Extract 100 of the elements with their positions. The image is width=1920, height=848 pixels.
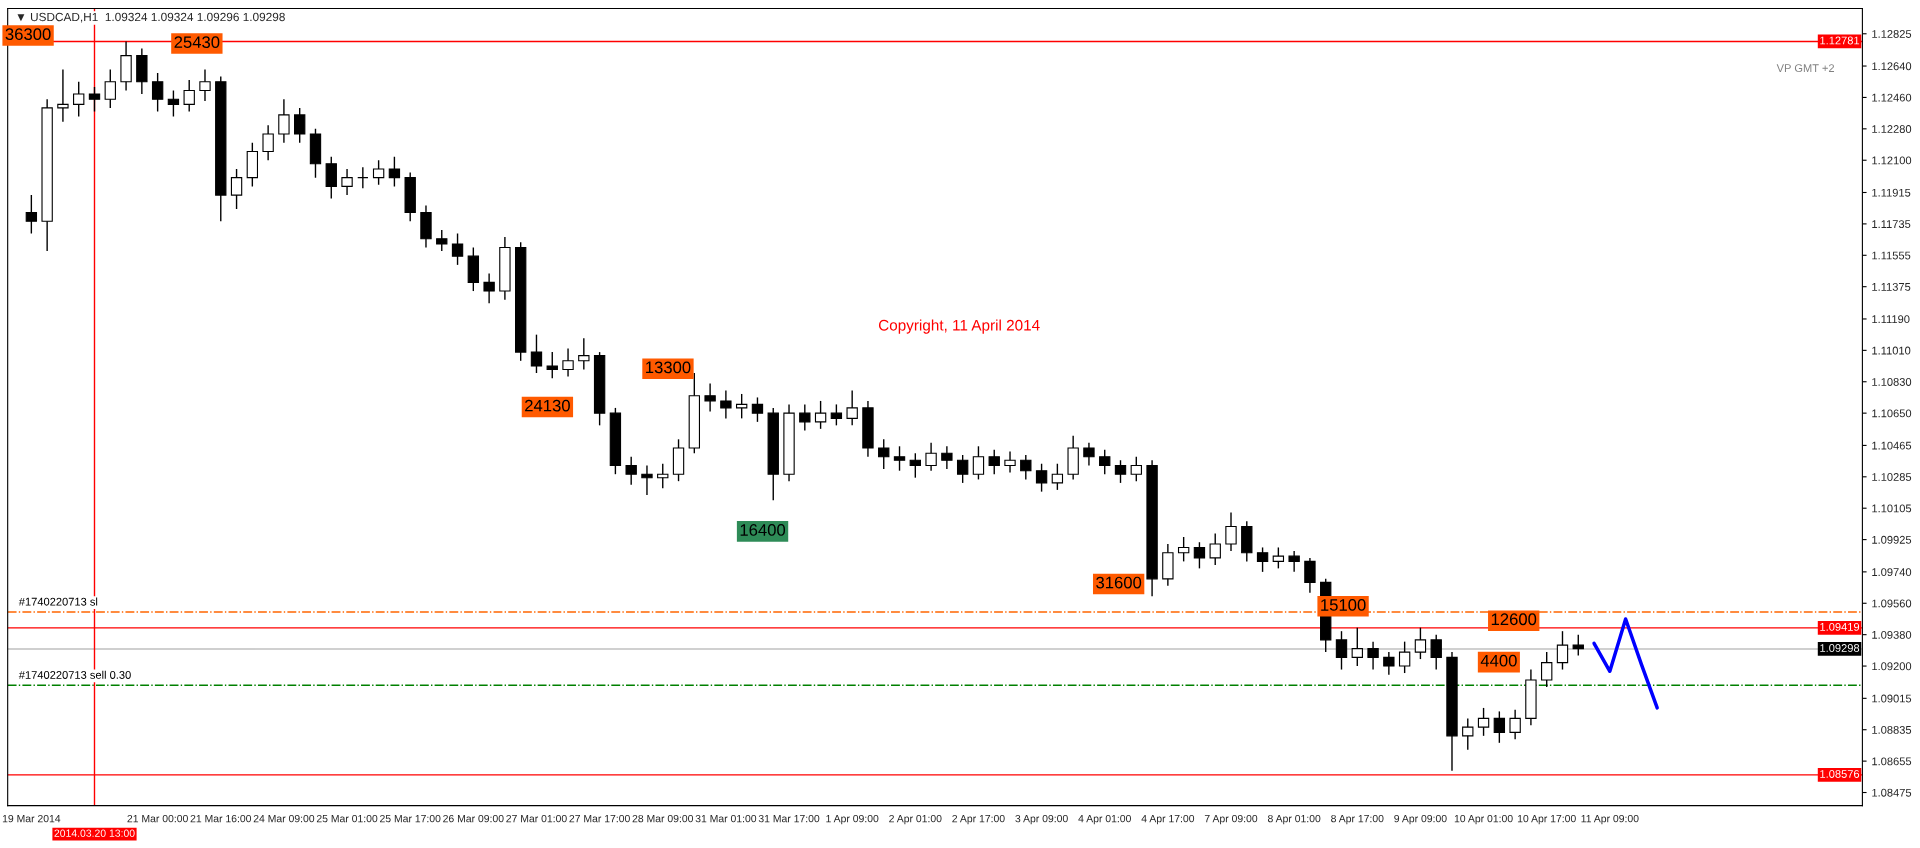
candlestick <box>878 438 890 470</box>
ref-line-label: 1.09298 <box>1820 644 1860 652</box>
candlestick <box>1209 532 1221 566</box>
line-series <box>1592 617 1659 710</box>
candlestick <box>25 194 38 235</box>
x-tick-label: 7 Apr 09:00 <box>1204 814 1258 825</box>
x-tick-label: 1 Apr 09:00 <box>826 814 879 825</box>
candlestick <box>73 81 85 118</box>
candlestick <box>925 442 937 472</box>
candlestick <box>956 454 969 484</box>
x-tick-label: 11 Apr 09:00 <box>1581 814 1639 825</box>
candlestick <box>1509 708 1521 741</box>
y-tick-label: 1.10465 <box>1872 441 1912 450</box>
annotation: 13300 <box>646 361 691 374</box>
y-tick-label: 1.11375 <box>1872 282 1911 291</box>
candlestick <box>546 351 558 379</box>
x-tick-label: 25 Mar 01:00 <box>316 814 378 823</box>
candlestick <box>1114 459 1127 484</box>
candlestick <box>341 168 353 196</box>
candlestick <box>909 452 921 479</box>
candlestick <box>893 445 906 472</box>
x-tick-label: 27 Mar 01:00 <box>506 814 567 823</box>
annotation: 16400 <box>740 524 786 536</box>
x-tick-label: 4 Apr 01:00 <box>1078 814 1131 825</box>
y-tick-label: 1.09380 <box>1872 630 1912 639</box>
annotation: 15100 <box>1321 598 1366 611</box>
chart-title: ▼ USDCAD,H1 1.09324 1.09324 1.09296 1.09298 <box>17 12 285 23</box>
x-tick-label: 25 Mar 17:00 <box>380 814 441 823</box>
candlestick <box>151 72 164 113</box>
annotation: VP GMT +2 <box>1776 64 1835 73</box>
candlestick <box>1099 449 1111 475</box>
candlestick <box>657 463 669 489</box>
x-tick-label: 31 Mar 01:00 <box>695 814 757 823</box>
candlestick <box>451 232 464 266</box>
candlestick <box>830 403 843 427</box>
y-tick-label: 1.10650 <box>1872 409 1912 418</box>
candlestick <box>436 229 448 252</box>
x-tick-label: 2 Apr 17:00 <box>952 814 1005 825</box>
x-tick-label: 24 Mar 09:00 <box>253 814 315 823</box>
ref-line-label: 1.09419 <box>1820 622 1860 631</box>
candlestick <box>1430 633 1442 671</box>
annotation: 24130 <box>525 399 570 412</box>
candlestick <box>1383 651 1395 676</box>
x-tick-label: 19 Mar 2014 <box>2 814 61 823</box>
y-tick-label: 1.12460 <box>1872 93 1912 102</box>
candlestick <box>625 456 637 486</box>
candlestick <box>88 86 101 113</box>
ref-line-label: 1.12781 <box>1820 36 1860 45</box>
candlestick <box>1572 633 1584 657</box>
candlestick <box>1193 541 1206 570</box>
candlestick <box>735 393 748 420</box>
y-tick-label: 1.10830 <box>1872 378 1912 386</box>
annotation: 4400 <box>1480 654 1517 667</box>
x-tick-label: 21 Mar 16:00 <box>190 814 252 823</box>
x-tick-label: 2 Apr 01:00 <box>889 814 942 825</box>
annotation: Copyright, 11 April 2014 <box>878 319 1040 334</box>
candlestick <box>357 166 369 189</box>
candlestick <box>578 337 590 371</box>
y-tick-label: 1.12825 <box>1872 30 1912 38</box>
x-tick-label: 26 Mar 09:00 <box>443 814 504 823</box>
y-tick-label: 1.08655 <box>1872 757 1912 766</box>
annotation: 12600 <box>1491 613 1537 626</box>
y-tick-label: 1.10105 <box>1872 504 1912 513</box>
candlestick <box>230 168 243 210</box>
candlestick <box>972 445 985 481</box>
candlestick <box>1177 536 1190 563</box>
y-tick-label: 1.11010 <box>1872 346 1911 355</box>
candlestick <box>1335 630 1348 671</box>
candlestick <box>104 68 116 109</box>
candlestick <box>262 124 274 161</box>
y-tick-label: 1.11915 <box>1872 188 1911 197</box>
candlestick <box>1225 511 1237 552</box>
candlestick <box>325 156 337 200</box>
candlestick <box>1272 546 1285 570</box>
x-tick-label: 10 Apr 17:00 <box>1517 814 1576 825</box>
candlestick <box>1130 456 1142 482</box>
candlestick <box>704 382 716 413</box>
candlestick <box>1035 463 1048 493</box>
candlestick <box>1541 651 1553 688</box>
ref-line-label: #1740220713 sell 0.30 <box>18 670 131 679</box>
x-tick-label: 28 Mar 09:00 <box>632 814 694 823</box>
annotation: 36300 <box>5 28 51 41</box>
candlestick <box>1051 463 1064 491</box>
x-tick-label: 27 Mar 17:00 <box>569 814 630 823</box>
x-tick-label: 9 Apr 09:00 <box>1394 814 1447 825</box>
candlestick <box>388 156 401 188</box>
x-tick-label: 3 Apr 09:00 <box>1015 814 1068 825</box>
y-tick-label: 1.11735 <box>1872 220 1911 229</box>
y-tick-label: 1.08475 <box>1872 788 1912 797</box>
candlestick <box>483 272 495 304</box>
candlestick <box>1556 630 1569 671</box>
y-tick-label: 1.12280 <box>1872 125 1912 133</box>
candlestick <box>988 449 1000 475</box>
x-tick-label: 2014.03.20 13:00 <box>54 829 135 837</box>
candlestick <box>1351 626 1363 667</box>
y-tick-label: 1.11190 <box>1872 315 1910 324</box>
y-tick-label: 1.11555 <box>1872 251 1911 260</box>
candlestick <box>372 159 385 186</box>
candlestick <box>167 89 180 118</box>
y-tick-label: 1.10285 <box>1872 473 1912 481</box>
